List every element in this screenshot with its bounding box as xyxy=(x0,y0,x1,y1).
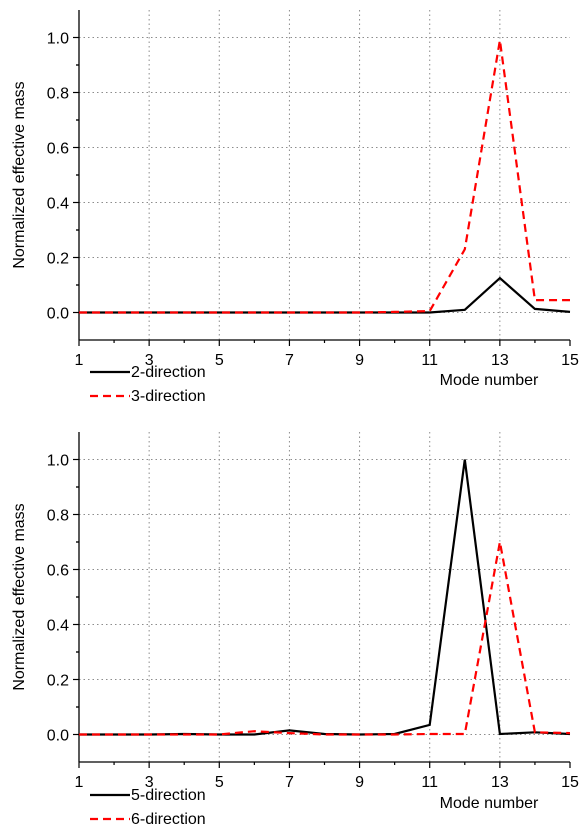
y-tick-label: 0.6 xyxy=(47,563,69,580)
x-tick-label: 1 xyxy=(75,774,84,791)
x-tick-label: 3 xyxy=(145,352,154,369)
x-axis-title: Mode number xyxy=(440,795,539,812)
series-line-3-direction xyxy=(79,40,570,314)
chart-panel-1: 1 3 5 7 9 11 13 150.00.20.40.60.81.0Normalized … xyxy=(11,10,579,405)
series-line-5-direction xyxy=(79,459,571,736)
chart-panel-2: 1 3 5 7 9 11 13 150.00.20.40.60.81.0Normalized … xyxy=(11,432,579,828)
y-tick-label: 0.0 xyxy=(47,306,69,323)
x-tick-label: 5 xyxy=(215,774,224,791)
y-tick-label: 1.0 xyxy=(47,31,69,48)
x-tick-label: 5 xyxy=(215,352,224,369)
legend-label: 3-direction xyxy=(131,388,206,405)
x-tick-label: 13 xyxy=(491,352,509,369)
y-axis-title: Normalized effective mass xyxy=(11,81,28,268)
x-tick-label: 11 xyxy=(421,352,438,369)
legend-label: 6-direction xyxy=(131,811,206,828)
y-tick-label: 0.8 xyxy=(47,508,69,525)
y-tick-label: 0.4 xyxy=(47,618,69,635)
series-line-2-direction xyxy=(79,276,571,314)
y-tick-label: 0.8 xyxy=(47,86,69,103)
legend-label: 2-direction xyxy=(131,364,206,381)
y-tick-label: 1.0 xyxy=(47,453,69,470)
x-tick-label: 15 xyxy=(561,774,579,791)
y-tick-label: 0.2 xyxy=(47,251,69,268)
y-axis-title: Normalized effective mass xyxy=(11,503,28,690)
x-tick-label: 7 xyxy=(285,774,294,791)
x-tick-label: 9 xyxy=(355,352,364,369)
legend-label: 5-direction xyxy=(131,787,206,804)
x-tick-label: 13 xyxy=(491,774,509,791)
x-tick-label: 15 xyxy=(561,352,579,369)
y-tick-label: 0.0 xyxy=(47,728,69,745)
x-tick-label: 7 xyxy=(285,352,294,369)
x-axis-title: Mode number xyxy=(440,372,539,389)
y-tick-label: 0.6 xyxy=(47,141,69,158)
y-tick-label: 0.4 xyxy=(47,196,69,213)
series-line-6-direction xyxy=(79,541,571,736)
x-tick-label: 1 xyxy=(75,352,84,369)
x-tick-label: 11 xyxy=(421,774,438,791)
x-tick-label: 9 xyxy=(355,774,364,791)
x-tick-label: 3 xyxy=(145,774,154,791)
y-tick-label: 0.2 xyxy=(47,673,69,690)
